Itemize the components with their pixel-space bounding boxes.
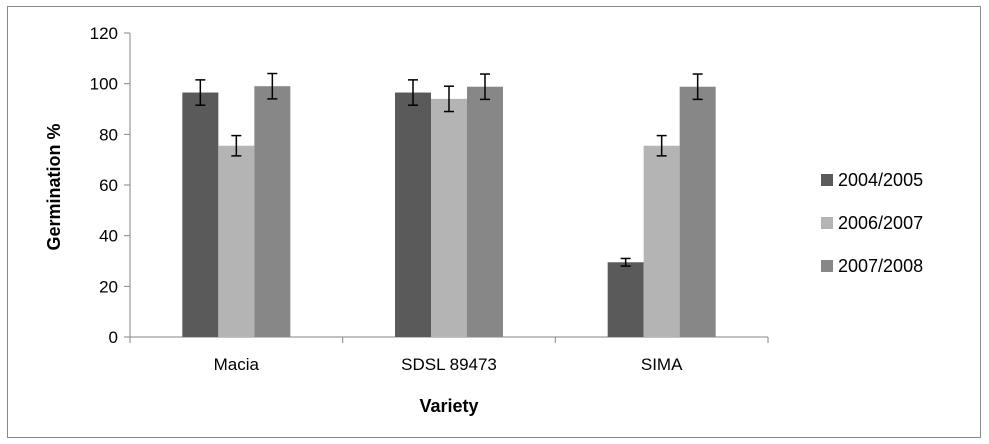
legend-label: 2007/2008 <box>838 256 923 276</box>
y-tick-label: 0 <box>109 328 118 347</box>
legend-swatch <box>821 260 833 272</box>
y-tick-label: 120 <box>90 24 118 43</box>
y-tick-label: 40 <box>99 227 118 246</box>
bar <box>643 145 680 337</box>
bar <box>679 86 716 337</box>
y-tick-label: 80 <box>99 125 118 144</box>
bar <box>218 145 255 337</box>
bar <box>431 98 467 337</box>
y-axis-title: Germination % <box>44 123 64 250</box>
x-tick-label: Macia <box>214 355 260 374</box>
x-tick-label: SIMA <box>641 355 683 374</box>
bar <box>395 92 431 338</box>
bar <box>254 86 291 337</box>
legend-swatch <box>821 174 833 186</box>
y-tick-label: 60 <box>99 176 118 195</box>
legend-swatch <box>821 217 833 229</box>
legend-label: 2006/2007 <box>838 213 923 233</box>
y-tick-label: 100 <box>90 75 118 94</box>
x-axis-title: Variety <box>419 396 478 416</box>
bar <box>607 262 644 337</box>
bar <box>467 86 503 337</box>
bar <box>182 92 219 338</box>
legend: 2004/2005 2006/2007 2007/2008 <box>821 170 923 276</box>
y-tick-label: 20 <box>99 277 118 296</box>
legend-label: 2004/2005 <box>838 170 923 190</box>
x-tick-label: SDSL 89473 <box>401 355 497 374</box>
